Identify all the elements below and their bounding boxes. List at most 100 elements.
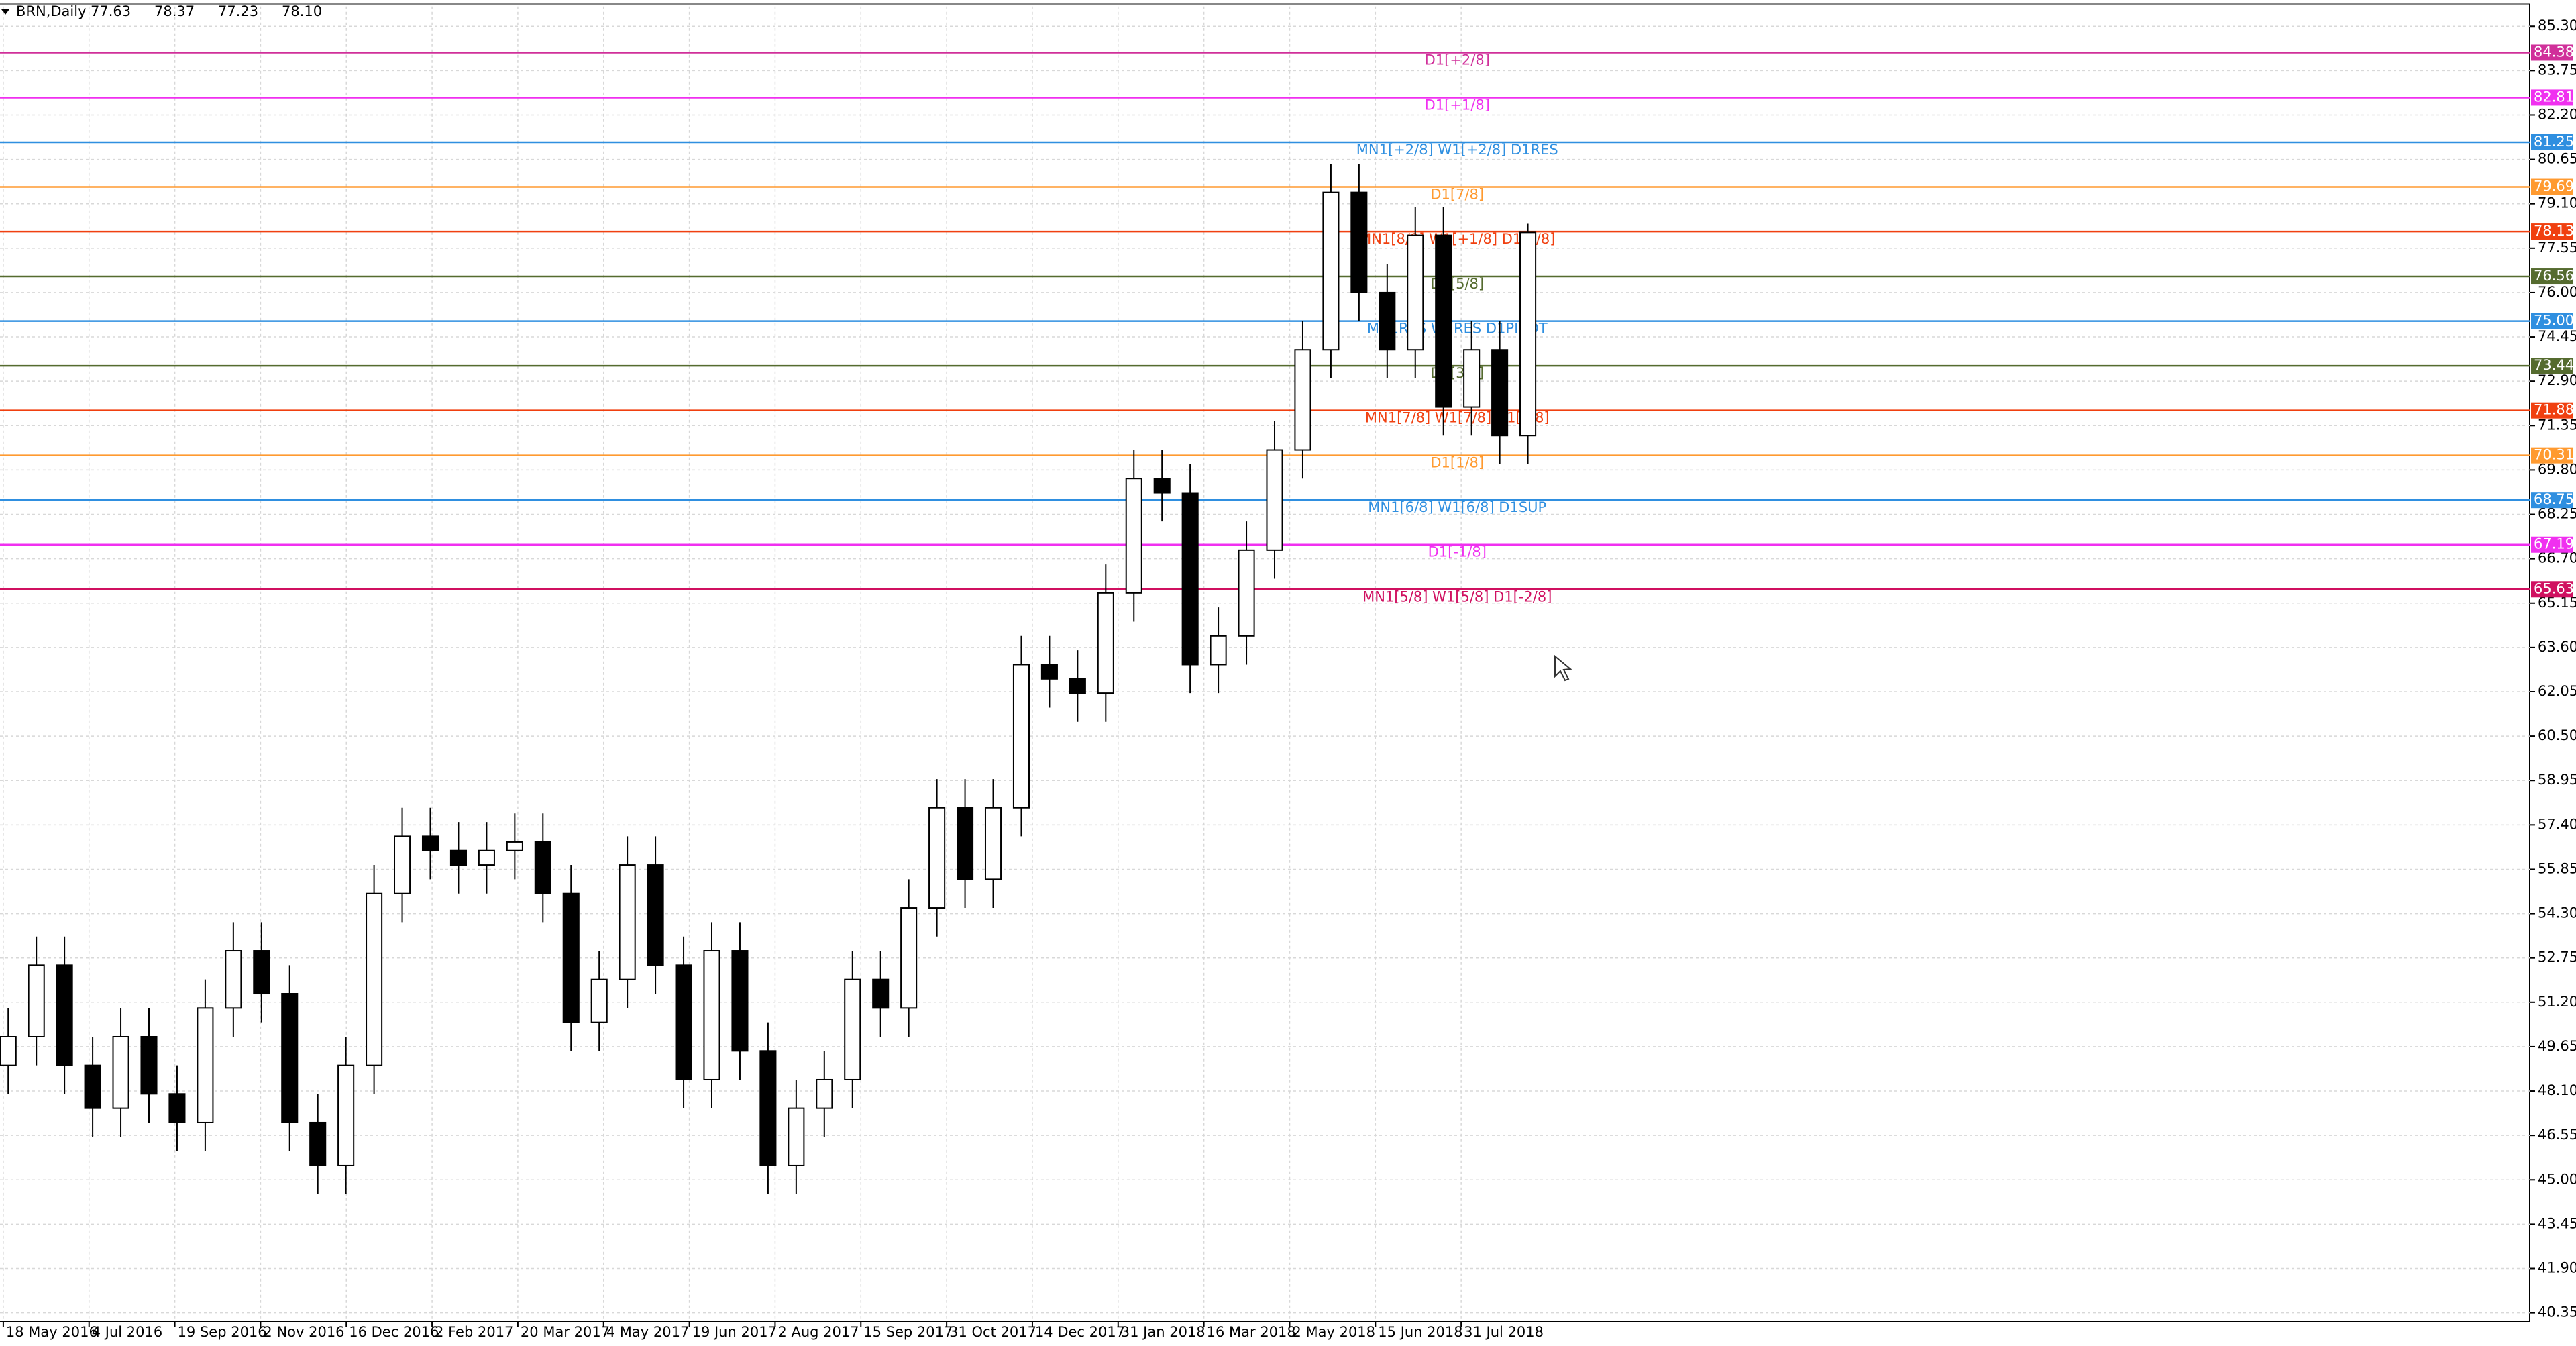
level-price-box [2531, 402, 2573, 419]
candle-body [619, 864, 636, 980]
y-tick-label: 68.25 [2538, 506, 2576, 522]
candle-body [900, 907, 918, 1009]
y-tick-label: 63.60 [2538, 639, 2576, 655]
level-price: 78.13 [2534, 223, 2574, 239]
level-price-box [2531, 134, 2573, 150]
x-tick-label: 4 May 2017 [606, 1324, 690, 1340]
level-price-box [2531, 268, 2573, 285]
x-tick-label: 2 Feb 2017 [435, 1324, 513, 1340]
candle-body [1181, 492, 1199, 666]
x-tick-label: 4 Jul 2016 [92, 1324, 163, 1340]
candle-body [56, 964, 73, 1066]
candle-body [1463, 349, 1481, 408]
level-price-box [2531, 89, 2573, 106]
candle-body [647, 864, 664, 966]
menu-arrow [1, 9, 9, 15]
candle-body [1322, 191, 1340, 351]
y-tick-label: 79.10 [2538, 195, 2576, 211]
candle-body [1407, 234, 1424, 351]
ohlc-value: 78.10 [282, 3, 322, 19]
candle-body [337, 1064, 355, 1166]
candle-body [506, 841, 523, 851]
y-tick-label: 80.65 [2538, 151, 2576, 167]
candle-body [28, 964, 45, 1037]
candle-body [1350, 191, 1368, 293]
level-price: 70.31 [2534, 447, 2574, 463]
y-tick-label: 51.20 [2538, 994, 2576, 1010]
y-tick-label: 62.05 [2538, 683, 2576, 699]
candle-body [1379, 291, 1396, 351]
candle-body [534, 841, 551, 894]
candle-body [1294, 349, 1311, 451]
candle-body [816, 1078, 833, 1109]
y-tick-label: 82.20 [2538, 106, 2576, 122]
level-price: 82.81 [2534, 89, 2574, 105]
x-tick-label: 16 Dec 2016 [349, 1324, 439, 1340]
candle-body [84, 1064, 101, 1109]
candle-body [844, 978, 861, 1080]
level-name: MN1RES W1RES D1PIVOT [1367, 321, 1548, 337]
candle-body [1210, 635, 1227, 666]
cursor [1554, 654, 1572, 682]
y-tick-label: 76.00 [2538, 284, 2576, 300]
x-tick-label: 19 Sep 2016 [178, 1324, 267, 1340]
x-tick-label: 2 Nov 2016 [263, 1324, 344, 1340]
x-tick-label: 15 Sep 2017 [863, 1324, 953, 1340]
candle-body [0, 1035, 17, 1066]
level-price-box [2531, 44, 2573, 61]
level-name: MN1[7/8] W1[7/8] D1[2/8] [1365, 410, 1550, 426]
candle-body [1519, 231, 1537, 437]
y-tick-label: 57.40 [2538, 816, 2576, 832]
level-price-box [2531, 536, 2573, 553]
level-price-box [2531, 447, 2573, 464]
level-name: D1[+2/8] [1425, 52, 1490, 68]
level-price-box [2531, 223, 2573, 240]
candle-body [366, 892, 383, 1066]
y-tick-label: 55.85 [2538, 860, 2576, 876]
candle-body [984, 807, 1002, 880]
candle-body [957, 807, 974, 880]
y-tick-label: 49.65 [2538, 1038, 2576, 1054]
x-tick-label: 31 Jul 2018 [1464, 1324, 1544, 1340]
level-price-box [2531, 492, 2573, 509]
candle-body [140, 1035, 158, 1095]
y-tick-label: 43.45 [2538, 1215, 2576, 1231]
y-tick-label: 72.90 [2538, 372, 2576, 389]
level-price: 73.44 [2534, 357, 2574, 373]
level-name: MN1[6/8] W1[6/8] D1SUP [1368, 499, 1546, 515]
candle-body [309, 1121, 327, 1166]
ohlc-value: 78.37 [154, 3, 195, 19]
level-name: D1[-1/8] [1428, 544, 1487, 560]
y-tick-label: 54.30 [2538, 905, 2576, 921]
y-tick-label: 74.45 [2538, 328, 2576, 344]
level-price: 76.56 [2534, 268, 2574, 284]
candle-body [478, 849, 495, 866]
x-tick-label: 19 Jun 2017 [692, 1324, 777, 1340]
ohlc-value: 77.23 [218, 3, 258, 19]
candle-body [1491, 349, 1509, 437]
candle-body [421, 835, 439, 851]
y-tick-label: 40.35 [2538, 1304, 2576, 1321]
y-tick-label: 60.50 [2538, 727, 2576, 743]
x-tick-label: 31 Oct 2017 [949, 1324, 1036, 1340]
candle-body [1097, 592, 1114, 694]
candle-body [394, 835, 411, 894]
y-tick-label: 41.90 [2538, 1260, 2576, 1276]
candle-body [1125, 478, 1142, 594]
level-price: 81.25 [2534, 134, 2574, 150]
y-tick-label: 85.30 [2538, 17, 2576, 34]
candle-body [449, 849, 467, 866]
level-price: 71.88 [2534, 402, 2574, 418]
x-tick-label: 15 Jun 2018 [1378, 1324, 1462, 1340]
candle-body [197, 1007, 214, 1123]
level-price: 84.38 [2534, 44, 2574, 60]
y-tick-label: 69.80 [2538, 461, 2576, 477]
candle-body [253, 950, 270, 995]
x-tick-label: 2 May 2018 [1292, 1324, 1375, 1340]
level-price-box [2531, 358, 2573, 374]
x-tick-label: 16 Mar 2018 [1207, 1324, 1296, 1340]
candle-body [590, 978, 608, 1023]
x-tick-label: 14 Dec 2017 [1035, 1324, 1125, 1340]
level-name: MN1[5/8] W1[5/8] D1[-2/8] [1362, 588, 1552, 605]
